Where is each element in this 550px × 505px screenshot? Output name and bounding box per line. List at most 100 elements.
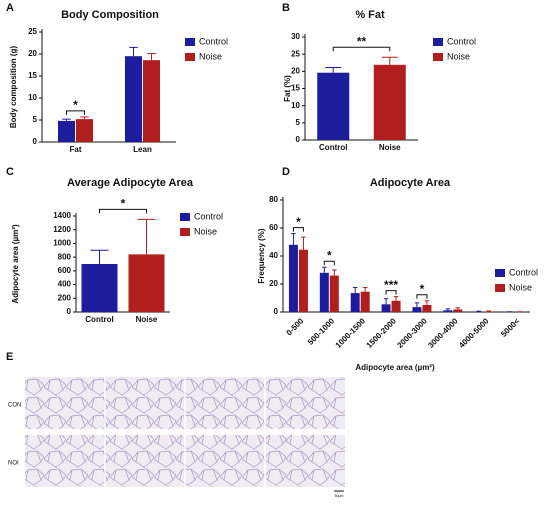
- bar: [391, 300, 401, 312]
- panel-label: A: [6, 2, 14, 14]
- chart-title: Adipocyte Area: [370, 177, 451, 189]
- y-tick-label: 200: [58, 293, 72, 302]
- x-tick-label: 3000-4000: [426, 316, 460, 350]
- y-tick-label: 25: [291, 49, 300, 58]
- legend-swatch: [180, 228, 190, 236]
- bar: [373, 64, 406, 140]
- y-tick-label: 40: [269, 251, 278, 260]
- x-tick-label: 5000<: [499, 316, 521, 338]
- y-tick-label: 20: [269, 279, 278, 288]
- significance-label: ***: [384, 278, 398, 292]
- significance-bracket: [292, 227, 304, 232]
- bar: [81, 264, 118, 312]
- bar: [76, 119, 93, 142]
- bar: [319, 272, 329, 312]
- y-tick-label: 10: [28, 93, 37, 102]
- y-tick-label: 30: [291, 32, 300, 41]
- bar: [381, 304, 391, 312]
- panel-label: B: [282, 2, 290, 14]
- significance-bracket: [323, 260, 335, 266]
- legend-label: Control: [509, 267, 538, 277]
- bar: [350, 293, 360, 312]
- significance-bracket: [416, 294, 428, 299]
- bar: [453, 309, 463, 312]
- chart-title: % Fat: [355, 9, 385, 21]
- bar: [143, 60, 160, 142]
- y-tick-label: 1400: [53, 211, 71, 220]
- x-tick-label: 1500-2000: [365, 316, 399, 350]
- y-tick-label: 20: [291, 66, 300, 75]
- x-tick-label: 0-500: [285, 316, 306, 337]
- legend-swatch: [433, 38, 443, 46]
- x-tick-label: Fat: [70, 145, 82, 154]
- row-label: CON: [8, 403, 21, 409]
- x-tick-label: 4000-5000: [457, 316, 491, 350]
- y-axis-label: Fat (%): [283, 75, 292, 102]
- row-label: NOI: [8, 461, 19, 467]
- legend-swatch: [180, 213, 190, 221]
- bar: [288, 244, 298, 312]
- y-axis-label: Frequency (%): [257, 228, 266, 283]
- bar: [422, 305, 432, 312]
- bar: [484, 311, 494, 312]
- y-tick-label: 0: [33, 137, 38, 146]
- bar: [58, 120, 75, 142]
- significance-label: *: [73, 98, 78, 112]
- y-tick-label: 0: [296, 135, 301, 144]
- legend-swatch: [495, 269, 505, 277]
- bar: [412, 307, 422, 312]
- legend-swatch: [185, 53, 195, 61]
- y-tick-label: 0: [274, 307, 279, 316]
- bar: [298, 249, 308, 312]
- panel-label: D: [282, 166, 290, 178]
- y-tick-label: 80: [269, 195, 278, 204]
- panel-label: C: [6, 166, 14, 178]
- y-tick-label: 600: [58, 266, 72, 275]
- chart-title: Average Adipocyte Area: [67, 177, 194, 189]
- y-tick-label: 1200: [53, 225, 71, 234]
- y-tick-label: 1000: [53, 239, 71, 248]
- x-tick-label: 1000-1500: [334, 316, 368, 350]
- scale-label: 50μm: [335, 494, 344, 498]
- significance-label: *: [327, 248, 332, 262]
- chart-title: Body Composition: [61, 9, 159, 21]
- y-axis-label: Body composition (g): [9, 46, 18, 129]
- y-tick-label: 15: [291, 84, 300, 93]
- bar: [317, 72, 350, 140]
- y-tick-label: 15: [28, 71, 37, 80]
- histology: E CON NOI 50μm: [6, 351, 345, 498]
- legend-label: Control: [199, 36, 228, 46]
- bar: [360, 291, 370, 312]
- y-tick-label: 5: [296, 118, 301, 127]
- legend-label: Noise: [447, 51, 470, 61]
- significance-label: *: [121, 197, 126, 211]
- legend-label: Noise: [509, 282, 532, 292]
- legend-label: Noise: [199, 51, 222, 61]
- x-axis-label: Adipocyte area (µm²): [355, 363, 435, 372]
- legend-label: Control: [194, 211, 223, 221]
- x-tick-label: Noise: [379, 143, 401, 152]
- x-tick-label: 500-1000: [306, 316, 337, 347]
- significance-bracket: [99, 208, 147, 214]
- legend-swatch: [433, 53, 443, 61]
- bar: [125, 56, 142, 143]
- y-axis-label: Adipocyte area (µm²): [11, 224, 20, 304]
- legend-swatch: [185, 38, 195, 46]
- x-tick-label: 2000-3000: [395, 316, 429, 350]
- y-tick-label: 800: [58, 252, 72, 261]
- y-tick-label: 60: [269, 223, 278, 232]
- legend-label: Noise: [194, 226, 217, 236]
- y-tick-label: 10: [291, 101, 300, 110]
- legend-label: Control: [447, 36, 476, 46]
- significance-bracket: [332, 46, 391, 52]
- legend-swatch: [495, 284, 505, 292]
- significance-label: *: [296, 215, 301, 229]
- bar: [329, 275, 339, 312]
- y-tick-label: 5: [33, 115, 38, 124]
- y-tick-label: 20: [28, 49, 37, 58]
- y-tick-label: 400: [58, 280, 72, 289]
- significance-label: *: [420, 282, 425, 296]
- y-tick-label: 25: [28, 27, 37, 36]
- y-tick-label: 0: [67, 307, 72, 316]
